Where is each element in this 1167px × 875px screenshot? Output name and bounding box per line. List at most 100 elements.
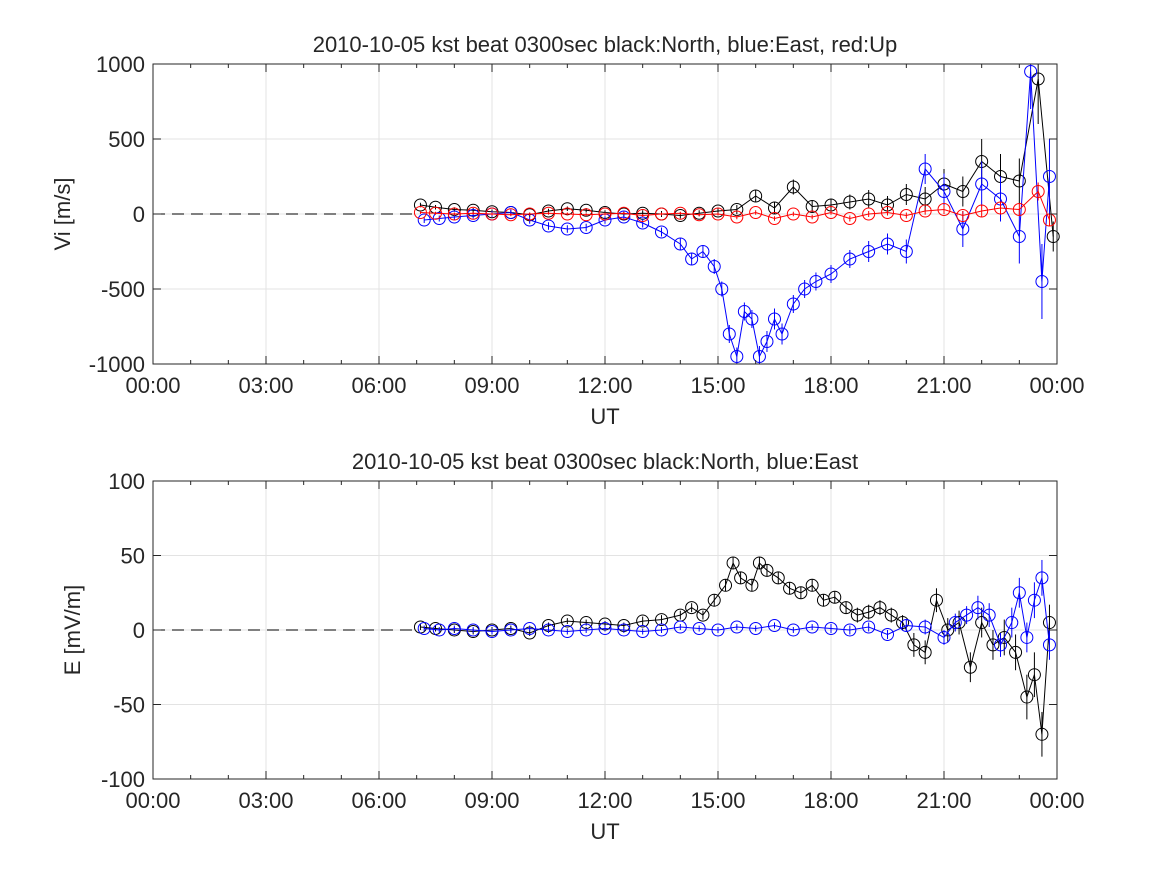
series-line	[420, 561, 1050, 735]
data-point	[617, 206, 631, 220]
data-point	[971, 601, 985, 615]
data-point	[997, 630, 1011, 644]
data-point	[960, 608, 974, 622]
data-point	[768, 212, 781, 225]
top-chart-title: 2010-10-05 kst beat 0300sec black:North,…	[313, 32, 898, 57]
data-point	[805, 578, 819, 592]
data-point	[560, 222, 574, 236]
top-ticks	[152, 63, 1058, 365]
data-point	[786, 297, 800, 311]
data-point	[786, 623, 800, 637]
x-tick-label: 09:00	[464, 788, 519, 813]
y-tick-label: -50	[113, 693, 145, 718]
data-point	[862, 192, 876, 206]
data-point	[447, 207, 461, 221]
data-point	[730, 350, 744, 363]
series-line	[424, 577, 1050, 647]
data-point	[1035, 727, 1049, 741]
data-point	[937, 203, 951, 216]
x-tick-label: 18:00	[803, 788, 858, 813]
data-point	[1031, 185, 1045, 198]
data-point	[1009, 645, 1023, 659]
data-point	[696, 245, 710, 258]
data-point	[719, 578, 733, 592]
data-point	[899, 619, 913, 633]
data-point	[485, 624, 499, 638]
data-point	[504, 208, 518, 222]
data-point	[1005, 616, 1019, 630]
bottom-tick-labels: 00:00 03:00 06:00 09:00 12:00 15:00 18:00 21:00…	[101, 469, 1085, 813]
data-point	[734, 571, 748, 585]
data-point	[768, 312, 781, 326]
data-point	[941, 623, 955, 637]
data-point	[447, 622, 461, 636]
data-point	[1012, 586, 1026, 600]
data-point	[918, 645, 932, 659]
data-point	[1024, 65, 1038, 78]
data-point	[1046, 230, 1060, 243]
bottom-series-layer	[413, 556, 1056, 757]
y-tick-label: -100	[101, 767, 145, 792]
top-chart: 00:00 03:00 06:00 09:00 12:00 15:00 18:00 21:00…	[50, 32, 1085, 429]
data-point	[1035, 275, 1049, 288]
x-tick-label: 21:00	[916, 788, 971, 813]
data-point	[655, 613, 668, 627]
data-point	[994, 638, 1007, 652]
data-point	[673, 620, 687, 634]
data-point	[432, 623, 446, 637]
data-point	[715, 282, 729, 296]
data-point	[843, 195, 857, 209]
y-tick-label: 100	[108, 469, 145, 494]
bottom-ticks	[152, 480, 1058, 780]
data-point	[918, 620, 932, 634]
data-point	[956, 222, 970, 236]
data-point	[707, 260, 721, 273]
data-point	[1012, 230, 1026, 243]
data-point	[994, 201, 1007, 215]
data-point	[881, 237, 894, 251]
top-tick-labels: 00:00 03:00 06:00 09:00 12:00 15:00 18:00 21:00…	[89, 52, 1085, 398]
data-point	[749, 189, 763, 203]
data-point	[843, 623, 857, 637]
data-point	[1027, 593, 1041, 607]
data-point	[655, 623, 668, 637]
top-chart-xlabel: UT	[590, 404, 619, 429]
data-point	[685, 252, 699, 266]
data-point	[1035, 571, 1049, 585]
data-point	[413, 206, 427, 219]
data-point	[1020, 630, 1034, 644]
series-group	[413, 182, 1056, 227]
data-point	[560, 624, 574, 638]
data-point	[685, 601, 699, 615]
data-point	[745, 312, 759, 326]
data-point	[429, 206, 442, 220]
data-point	[975, 616, 989, 630]
x-tick-label: 00:00	[125, 788, 180, 813]
bottom-chart-title: 2010-10-05 kst beat 0300sec black:North,…	[352, 449, 858, 474]
data-point	[726, 556, 740, 570]
data-point	[560, 207, 574, 221]
data-point	[899, 245, 913, 258]
data-point	[617, 623, 631, 637]
data-point	[752, 556, 766, 570]
x-tick-label: 00:00	[125, 373, 180, 398]
y-tick-label: 0	[133, 202, 145, 227]
data-point	[560, 614, 574, 628]
data-point	[956, 185, 970, 198]
data-point	[824, 267, 838, 281]
data-point	[636, 209, 650, 222]
x-tick-label: 06:00	[351, 373, 406, 398]
data-point	[417, 622, 431, 636]
data-point	[579, 221, 593, 234]
x-tick-label: 21:00	[916, 373, 971, 398]
data-point	[417, 213, 431, 227]
data-point	[655, 225, 668, 239]
data-point	[1042, 170, 1056, 183]
data-point	[824, 206, 838, 219]
data-point	[884, 608, 898, 622]
data-point	[579, 623, 593, 637]
data-point	[982, 608, 996, 622]
data-point	[881, 206, 894, 219]
y-tick-label: 50	[121, 544, 145, 569]
data-point	[692, 208, 706, 222]
